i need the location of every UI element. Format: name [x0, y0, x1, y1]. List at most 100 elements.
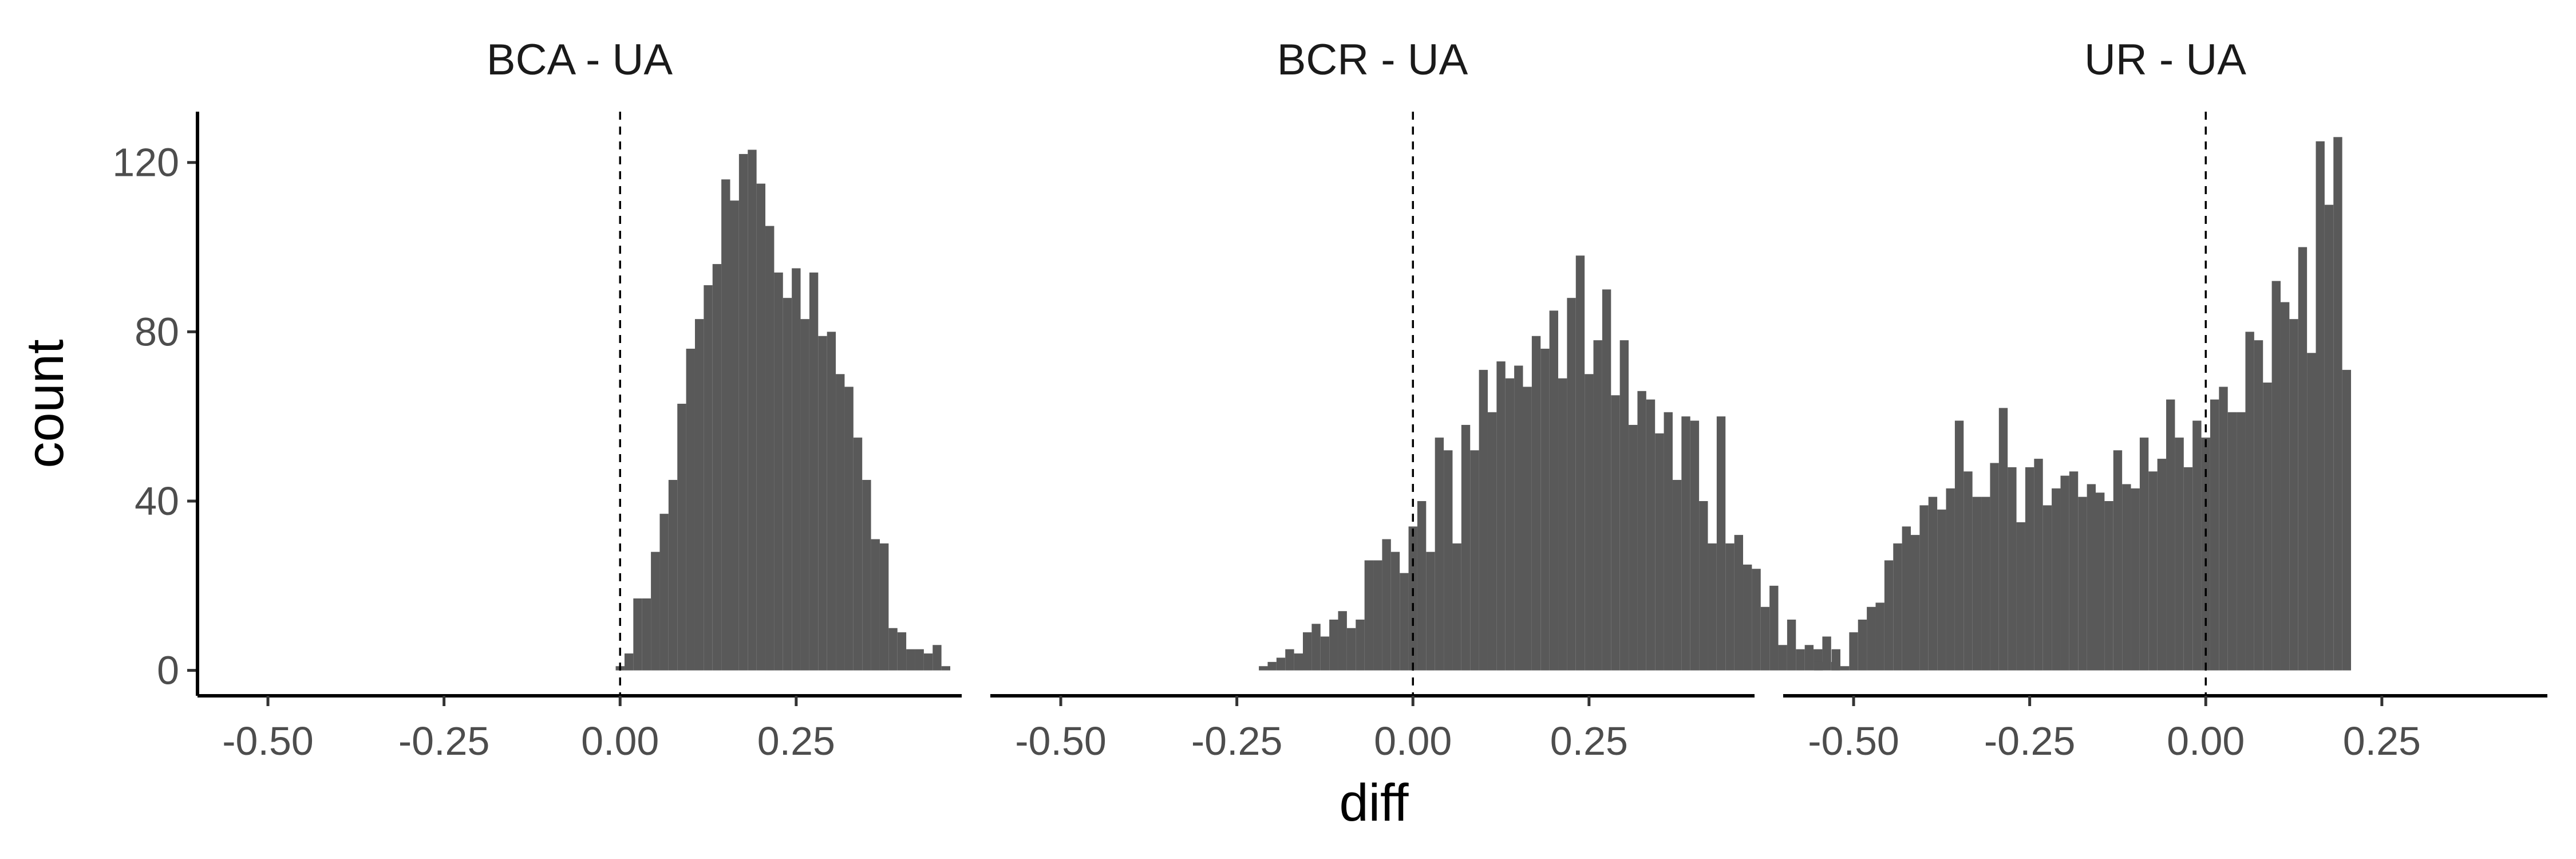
histogram-bar	[1858, 619, 1867, 671]
histogram-bar	[1814, 661, 1823, 671]
histogram-bar	[1311, 624, 1321, 671]
histogram-bar	[1452, 543, 1461, 671]
histogram-bar	[1743, 564, 1752, 671]
histogram-bar	[624, 653, 634, 671]
histogram-bar	[1946, 488, 1955, 671]
histogram-bar	[730, 200, 739, 671]
histogram-bar	[1585, 374, 1594, 671]
histogram-bar	[1523, 387, 1532, 671]
histogram-bar	[694, 319, 704, 671]
histogram-bar	[2210, 399, 2219, 671]
histogram-bar	[2227, 412, 2237, 671]
x-tick-label: -0.25	[1984, 719, 2076, 763]
histogram-bar	[1294, 653, 1303, 671]
histogram-bar	[888, 628, 898, 671]
histogram-bar	[704, 285, 713, 671]
histogram-bar	[1752, 569, 1761, 671]
y-tick-label: 120	[112, 140, 179, 185]
histogram-bar	[2113, 450, 2123, 671]
histogram-bar	[862, 480, 871, 671]
histogram-bar	[1681, 416, 1690, 671]
histogram-bar	[941, 666, 951, 671]
histogram-bar	[1928, 497, 1938, 671]
histogram-bar	[2060, 475, 2069, 671]
histogram-bar	[818, 336, 827, 671]
x-tick-label: 0.25	[2343, 719, 2421, 763]
histogram-bar	[1699, 501, 1708, 671]
histogram-bar	[1849, 632, 1858, 671]
histogram-bar	[1822, 636, 1831, 671]
histogram-bar	[1629, 424, 1638, 671]
histogram-bar	[1902, 526, 1911, 671]
histogram-bar	[2016, 522, 2025, 671]
histogram-bar	[2289, 319, 2298, 671]
histogram-bar	[1655, 433, 1664, 671]
histogram-bar	[836, 374, 845, 671]
histogram-bar	[1998, 408, 2008, 671]
histogram-bar	[1435, 438, 1444, 671]
histogram-bar	[1400, 573, 1409, 671]
histogram-bar	[2034, 459, 2043, 671]
histogram-bar	[1558, 378, 1567, 671]
histogram-bar	[844, 387, 854, 671]
x-tick-label: -0.50	[1015, 719, 1107, 763]
histogram-bar	[2280, 302, 2290, 671]
x-tick-label: 0.00	[2167, 719, 2245, 763]
histogram-bar	[1373, 560, 1382, 671]
y-axis: 0 40 80 120	[112, 112, 199, 696]
histogram-bar	[1796, 649, 1805, 671]
histogram-bar	[1364, 560, 1374, 671]
histogram-bar	[1619, 340, 1629, 671]
histogram-bar	[1514, 365, 1523, 671]
histogram-bar	[853, 438, 863, 671]
histogram-bar	[1267, 661, 1277, 671]
histogram-bar	[792, 268, 801, 671]
histogram-bar	[2333, 137, 2342, 671]
histogram-bar	[2307, 353, 2316, 671]
histogram-bar	[1972, 497, 1982, 671]
histogram-bar	[1390, 551, 1400, 671]
histogram-bar	[2271, 281, 2281, 671]
histogram-bar	[756, 183, 766, 671]
histogram-bars	[615, 149, 951, 671]
histogram-bar	[1734, 535, 1744, 671]
facet-panel: BCR - UA -0.50 -0.25 0.00 0.25	[990, 36, 1840, 763]
histogram-bar	[2025, 467, 2034, 671]
histogram-bar	[1611, 395, 1620, 671]
histogram-bar	[897, 632, 907, 671]
histogram-bar	[1479, 369, 1488, 671]
histogram-bar	[2122, 484, 2131, 671]
x-tick-label: 0.25	[1550, 719, 1628, 763]
histogram-bar	[2042, 505, 2052, 671]
x-tick-label: -0.50	[222, 719, 314, 763]
histogram-bar	[915, 649, 924, 671]
histogram-bar	[1356, 619, 1365, 671]
histogram-bar	[2192, 420, 2202, 671]
histogram-bar	[1426, 551, 1435, 671]
histogram-bar	[2087, 484, 2096, 671]
histogram-bar	[1303, 632, 1312, 671]
histogram-bar	[2078, 497, 2087, 671]
panels-layer: BCA - UA -0.50 -0.25 0.00 0.25 BCR - UA -0.50 -…	[197, 36, 2547, 763]
histogram-bar	[774, 272, 783, 671]
histogram-bar	[1276, 657, 1286, 671]
histogram-bar	[1417, 501, 1427, 671]
facet-panel: UR - UA -0.50 -0.25 0.00 0.25	[1783, 36, 2547, 763]
histogram-bar	[668, 480, 678, 671]
histogram-bar	[659, 514, 669, 671]
histogram-bar	[1602, 289, 1611, 671]
histogram-bar	[633, 598, 642, 671]
histogram-bar	[1346, 628, 1356, 671]
y-tick-label: 0	[157, 648, 179, 693]
histogram-bar	[879, 543, 889, 671]
histogram-bar	[2201, 438, 2210, 671]
histogram-bar	[2139, 438, 2149, 671]
histogram-bar	[738, 153, 748, 671]
histogram-bar	[1981, 497, 1990, 671]
histogram-bar	[1990, 463, 1999, 671]
histogram-bar	[677, 404, 686, 671]
histogram-bar	[2263, 383, 2272, 671]
histogram-bar	[1708, 543, 1717, 671]
x-tick-label: -0.25	[398, 719, 490, 763]
